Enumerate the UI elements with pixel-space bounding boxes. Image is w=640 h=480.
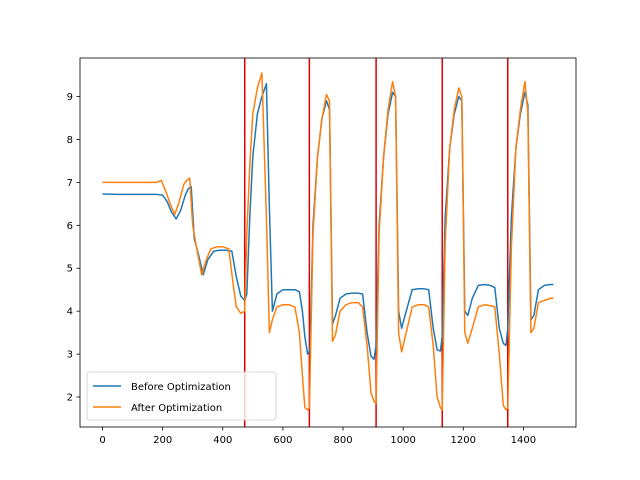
legend-box [86,371,277,421]
legend-label-before: Before Optimization [131,382,231,393]
x-tick-label: 800 [333,435,352,446]
x-tick-label: 1400 [511,435,536,446]
series-line-before [102,82,554,360]
y-tick-label: 7 [67,178,73,189]
x-tick-label: 200 [153,435,172,446]
y-axis-ticks: 2 3 4 5 6 7 8 9 [67,92,80,403]
x-axis-ticks: 0 200 400 600 800 1000 1200 1400 [99,427,536,446]
x-tick-label: 0 [99,435,105,446]
x-tick-label: 600 [273,435,292,446]
x-tick-label: 1200 [451,435,476,446]
y-tick-label: 5 [67,264,73,275]
y-tick-label: 3 [67,350,73,361]
x-tick-label: 1000 [390,435,415,446]
x-tick-label: 400 [213,435,232,446]
legend: Before Optimization After Optimization [86,371,277,421]
legend-label-after: After Optimization [131,403,222,414]
y-tick-label: 6 [67,221,73,232]
plot-frame [79,57,577,428]
y-tick-label: 4 [67,307,73,318]
y-tick-label: 8 [67,135,73,146]
series-lines [102,72,554,411]
series-line-after [102,72,554,411]
y-tick-label: 2 [67,392,73,403]
y-tick-label: 9 [67,92,73,103]
